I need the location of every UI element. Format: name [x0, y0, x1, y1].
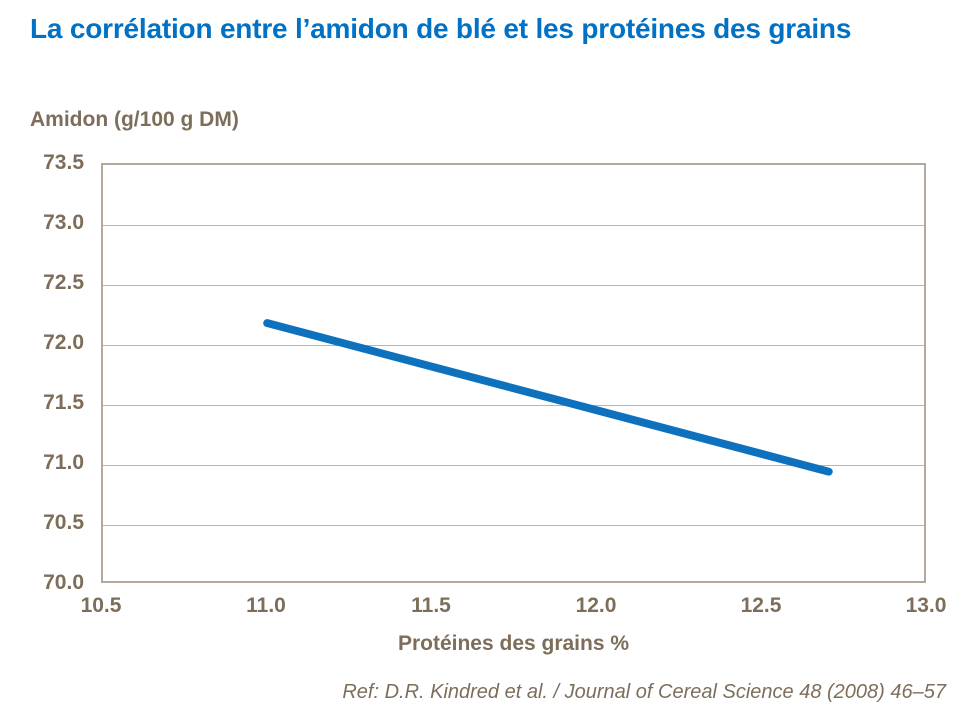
gridline [103, 405, 924, 406]
y-tick-label: 72.5 [43, 271, 84, 294]
y-tick-label: 71.5 [43, 391, 84, 414]
y-tick-label: 70.0 [43, 571, 84, 594]
y-tick-label: 73.5 [43, 151, 84, 174]
x-tick-labels: 10.5 11.0 11.5 12.0 12.5 13.0 [81, 594, 947, 622]
gridline [103, 225, 924, 226]
gridline [103, 345, 924, 346]
page-title: La corrélation entre l’amidon de blé et … [30, 13, 852, 44]
x-tick-label: 12.0 [575, 594, 617, 617]
gridline [103, 285, 924, 286]
y-tick-label: 73.0 [43, 211, 84, 234]
x-axis-title: Protéines des grains % [397, 632, 630, 655]
x-tick-label: 11.5 [411, 594, 451, 617]
y-axis-title: Amidon (g/100 g DM) [30, 108, 239, 131]
y-tick-label: 70.5 [43, 511, 84, 534]
plot-area [101, 163, 926, 583]
gridline [103, 525, 924, 526]
y-tick-label: 72.0 [43, 331, 84, 354]
chart-line-svg [263, 319, 833, 476]
trend-line [263, 319, 833, 476]
x-tick-label: 13.0 [905, 594, 947, 617]
y-tick-labels: 70.0 70.5 71.0 71.5 72.0 72.5 73.0 73.5 [0, 151, 84, 594]
x-tick-label: 11.0 [246, 594, 286, 617]
reference-note: Ref: D.R. Kindred et al. / Journal of Ce… [342, 681, 946, 703]
gridline [103, 465, 924, 466]
x-tick-label: 10.5 [80, 594, 122, 617]
y-tick-label: 71.0 [43, 451, 84, 474]
x-tick-label: 12.5 [740, 594, 782, 617]
